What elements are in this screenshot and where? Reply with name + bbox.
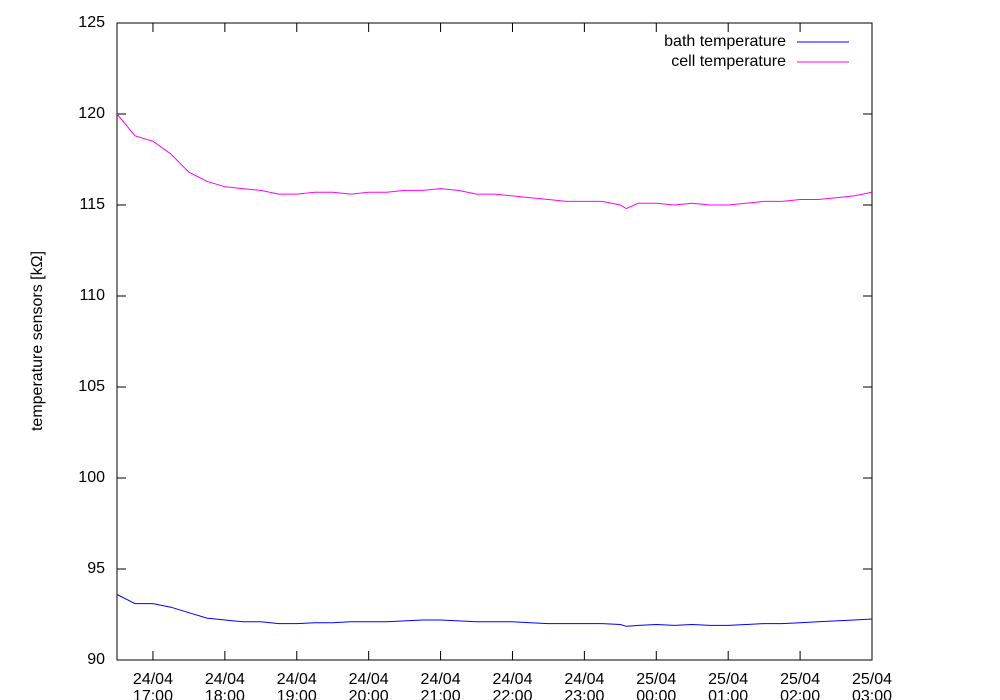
y-tick-label: 125 [78, 14, 105, 31]
y-tick-label: 95 [87, 560, 105, 577]
x-tick-label: 25/04 03:00 [852, 671, 892, 700]
series-line [116, 594, 873, 627]
y-axis-label: temperature sensors [kΩ] [29, 251, 46, 431]
legend-label: bath temperature [664, 33, 786, 50]
x-tick-label: 25/04 00:00 [636, 671, 676, 700]
x-tick-label: 25/04 01:00 [708, 671, 748, 700]
y-tick-label: 110 [79, 287, 105, 304]
x-tick-label: 24/04 20:00 [349, 671, 389, 700]
y-tick-label: 120 [78, 105, 105, 122]
series-line [116, 113, 873, 210]
x-tick-label: 24/04 19:00 [277, 671, 317, 700]
y-tick-label: 90 [87, 651, 105, 668]
y-tick-label: 105 [78, 378, 105, 395]
y-tick-label: 115 [79, 196, 105, 213]
legend-label: cell temperature [671, 53, 786, 70]
plot-frame [116, 22, 873, 661]
y-tick-label: 100 [78, 469, 105, 486]
x-tick-label: 25/04 02:00 [780, 671, 820, 700]
x-tick-label: 24/04 23:00 [564, 671, 604, 700]
x-tick-label: 24/04 18:00 [205, 671, 245, 700]
x-tick-label: 24/04 21:00 [421, 671, 461, 700]
x-tick-label: 24/04 17:00 [133, 671, 173, 700]
x-tick-label: 24/04 22:00 [492, 671, 532, 700]
